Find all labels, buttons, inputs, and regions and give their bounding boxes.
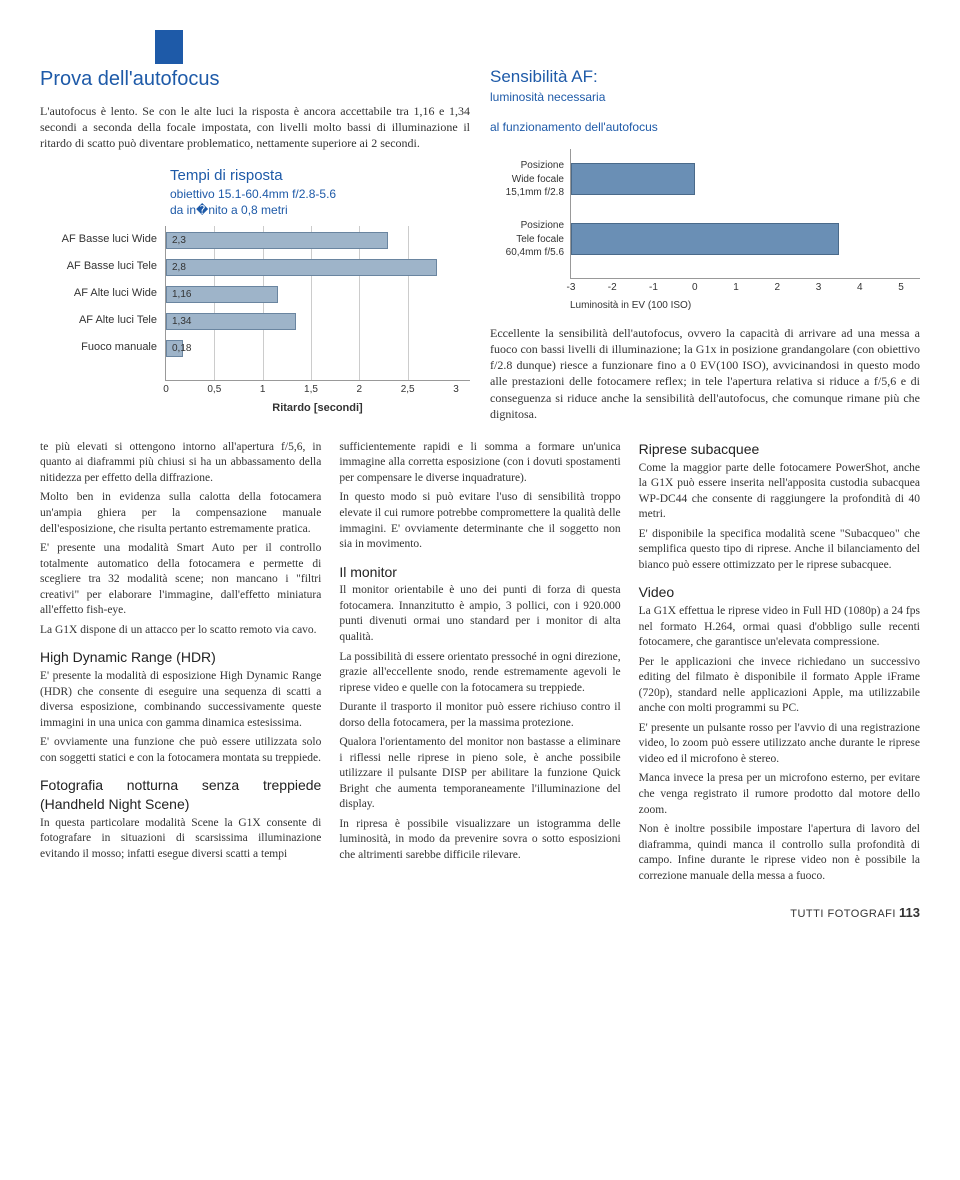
video-heading: Video bbox=[639, 583, 920, 602]
chart1-subtitle1: obiettivo 15.1-60.4mm f/2.8-5.6 bbox=[170, 186, 470, 202]
chart1-xtick: 1 bbox=[260, 383, 266, 397]
chart1-xtick: 3 bbox=[453, 383, 459, 397]
chart2-title: Sensibilità AF: bbox=[490, 66, 920, 89]
chart1-xtick: 2 bbox=[357, 383, 363, 397]
chart2-xtick: 4 bbox=[857, 281, 863, 295]
chart1-row-label: AF Basse luci Tele bbox=[40, 253, 165, 280]
chart2-caption: Eccellente la sensibilità dell'autofocus… bbox=[490, 325, 920, 422]
col2-p6: Qualora l'orientamento del monitor non b… bbox=[339, 735, 620, 813]
chart1-xtick: 0 bbox=[163, 383, 169, 397]
chart2-xtick: 3 bbox=[816, 281, 822, 295]
col1-p5: E' presente la modalità di esposizione H… bbox=[40, 669, 321, 731]
chart1-row-label: Fuoco manuale bbox=[40, 334, 165, 361]
chart2-bar bbox=[571, 163, 695, 195]
underwater-heading: Riprese subacquee bbox=[639, 440, 920, 459]
chart1-xtick: 0,5 bbox=[207, 383, 221, 397]
section-tab-marker bbox=[155, 30, 183, 64]
chart2-xlabel: Luminosità in EV (100 ISO) bbox=[570, 299, 920, 313]
col2-p3: Il monitor orientabile è uno dei punti d… bbox=[339, 583, 620, 645]
page-footer: TUTTI FOTOGRAFI 113 bbox=[40, 904, 920, 922]
chart1-bar bbox=[166, 259, 437, 276]
col3-p6: Manca invece la presa per un microfono e… bbox=[639, 771, 920, 818]
col3-p5: E' presente un pulsante rosso per l'avvi… bbox=[639, 721, 920, 768]
col2-p2: In questo modo si può evitare l'uso di s… bbox=[339, 490, 620, 552]
response-time-chart: Tempi di risposta obiettivo 15.1-60.4mm … bbox=[40, 166, 470, 416]
chart2-subtitle2: al funzionamento dell'autofocus bbox=[490, 119, 920, 135]
col3-p2: E' disponibile la specifica modalità sce… bbox=[639, 527, 920, 574]
column-3: Riprese subacquee Come la maggior parte … bbox=[639, 440, 920, 888]
chart2-xtick: -3 bbox=[567, 281, 576, 295]
chart1-subtitle2: da in�nito a 0,8 metri bbox=[170, 202, 470, 218]
chart1-bar-value: 2,8 bbox=[172, 261, 186, 275]
chart1-xtick: 1,5 bbox=[304, 383, 318, 397]
hdr-heading: High Dynamic Range (HDR) bbox=[40, 648, 321, 667]
chart1-bar-value: 0,18 bbox=[172, 342, 191, 356]
chart1-row-label: AF Alte luci Wide bbox=[40, 280, 165, 307]
handheld-heading: Fotografia notturna senza treppiede (Han… bbox=[40, 776, 321, 814]
page-number: 113 bbox=[899, 905, 920, 920]
chart1-bar-value: 1,16 bbox=[172, 288, 191, 302]
col2-p5: Durante il trasporto il monitor può esse… bbox=[339, 700, 620, 731]
af-test-intro: L'autofocus è lento. Se con le alte luci… bbox=[40, 103, 470, 152]
monitor-heading: Il monitor bbox=[339, 563, 620, 582]
chart1-bar bbox=[166, 232, 388, 249]
column-2: sufficientemente rapidi e li somma a for… bbox=[339, 440, 620, 888]
column-1: te più elevati si ottengono intorno all'… bbox=[40, 440, 321, 888]
chart2-xtick: 5 bbox=[898, 281, 904, 295]
col2-p4: La possibilità di essere orientato press… bbox=[339, 650, 620, 697]
magazine-name: TUTTI FOTOGRAFI bbox=[790, 908, 896, 920]
chart1-xlabel: Ritardo [secondi] bbox=[165, 401, 470, 416]
col3-p3: La G1X effettua le riprese video in Full… bbox=[639, 604, 920, 651]
col2-p7: In ripresa è possibile visualizzare un i… bbox=[339, 817, 620, 864]
af-test-title: Prova dell'autofocus bbox=[40, 66, 470, 93]
chart2-xtick: -1 bbox=[649, 281, 658, 295]
chart2-xtick: 0 bbox=[692, 281, 698, 295]
chart1-row-label: AF Alte luci Tele bbox=[40, 307, 165, 334]
chart2-xtick: 1 bbox=[733, 281, 739, 295]
col3-p1: Come la maggior parte delle fotocamere P… bbox=[639, 461, 920, 523]
af-sensitivity-chart: PosizioneWide focale15,1mm f/2.8Posizion… bbox=[490, 149, 920, 279]
chart2-xtick: -2 bbox=[608, 281, 617, 295]
col3-p4: Per le applicazioni che invece richiedan… bbox=[639, 655, 920, 717]
chart1-title: Tempi di risposta bbox=[170, 166, 470, 186]
chart1-row-label: AF Basse luci Wide bbox=[40, 226, 165, 253]
chart2-subtitle1: luminosità necessaria bbox=[490, 89, 920, 105]
chart2-row-label: PosizioneTele focale60,4mm f/5.6 bbox=[490, 209, 564, 269]
chart1-bar-value: 2,3 bbox=[172, 234, 186, 248]
col1-p4: La G1X dispone di un attacco per lo scat… bbox=[40, 623, 321, 639]
col1-p2: Molto ben in evidenza sulla calotta dell… bbox=[40, 490, 321, 537]
col1-p6: E' ovviamente una funzione che può esser… bbox=[40, 735, 321, 766]
col1-p7: In questa particolare modalità Scene la … bbox=[40, 816, 321, 863]
chart2-xtick: 2 bbox=[774, 281, 780, 295]
body-columns: te più elevati si ottengono intorno all'… bbox=[40, 440, 920, 888]
col1-p3: E' presente una modalità Smart Auto per … bbox=[40, 541, 321, 619]
chart1-bar-value: 1,34 bbox=[172, 315, 191, 329]
chart2-row-label: PosizioneWide focale15,1mm f/2.8 bbox=[490, 149, 564, 209]
col3-p7: Non è inoltre possibile impostare l'aper… bbox=[639, 822, 920, 884]
chart1-xtick: 2,5 bbox=[401, 383, 415, 397]
col1-p1: te più elevati si ottengono intorno all'… bbox=[40, 440, 321, 487]
col2-p1: sufficientemente rapidi e li somma a for… bbox=[339, 440, 620, 487]
chart2-bar bbox=[571, 223, 839, 255]
